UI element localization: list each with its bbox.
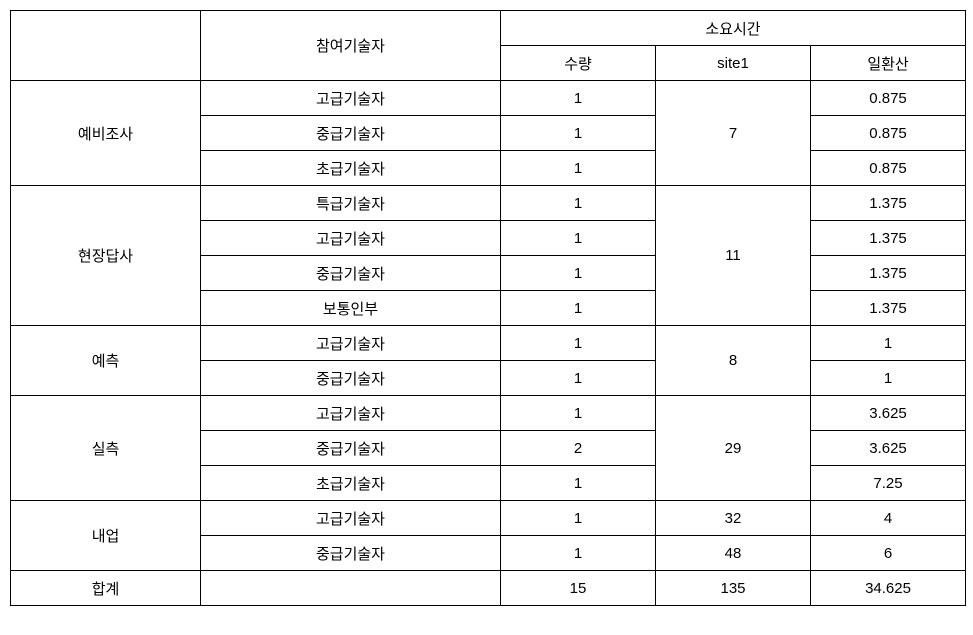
totals-dayconv: 34.625 xyxy=(811,571,966,606)
cell-qty: 1 xyxy=(501,466,656,501)
cell-tech: 중급기술자 xyxy=(201,361,501,396)
cell-dayconv: 3.625 xyxy=(811,431,966,466)
cell-qty: 2 xyxy=(501,431,656,466)
cell-tech: 고급기술자 xyxy=(201,396,501,431)
cell-qty: 1 xyxy=(501,256,656,291)
cell-tech: 초급기술자 xyxy=(201,466,501,501)
cell-tech: 초급기술자 xyxy=(201,151,501,186)
header-participant: 참여기술자 xyxy=(201,11,501,81)
header-site1: site1 xyxy=(656,46,811,81)
cell-qty: 1 xyxy=(501,186,656,221)
worktime-table: 참여기술자 소요시간 수량 site1 일환산 예비조사고급기술자170.875… xyxy=(10,10,966,606)
table-row: 내업고급기술자1324 xyxy=(11,501,966,536)
totals-label: 합계 xyxy=(11,571,201,606)
cell-qty: 1 xyxy=(501,501,656,536)
table-row-totals: 합계 1513534.625 xyxy=(11,571,966,606)
cell-qty: 1 xyxy=(501,326,656,361)
cell-tech: 고급기술자 xyxy=(201,81,501,116)
header-duration-group: 소요시간 xyxy=(501,11,966,46)
group-name: 예비조사 xyxy=(11,81,201,186)
totals-site1: 135 xyxy=(656,571,811,606)
cell-site1: 48 xyxy=(656,536,811,571)
cell-dayconv: 0.875 xyxy=(811,81,966,116)
cell-qty: 1 xyxy=(501,151,656,186)
cell-dayconv: 4 xyxy=(811,501,966,536)
cell-qty: 1 xyxy=(501,116,656,151)
cell-dayconv: 1.375 xyxy=(811,256,966,291)
table-row: 실측고급기술자1293.625 xyxy=(11,396,966,431)
cell-dayconv: 0.875 xyxy=(811,151,966,186)
cell-dayconv: 1.375 xyxy=(811,221,966,256)
cell-tech: 고급기술자 xyxy=(201,326,501,361)
cell-qty: 1 xyxy=(501,361,656,396)
group-name: 현장답사 xyxy=(11,186,201,326)
cell-dayconv: 7.25 xyxy=(811,466,966,501)
totals-blank xyxy=(201,571,501,606)
totals-qty: 15 xyxy=(501,571,656,606)
cell-dayconv: 0.875 xyxy=(811,116,966,151)
header-dayconv: 일환산 xyxy=(811,46,966,81)
cell-dayconv: 6 xyxy=(811,536,966,571)
cell-dayconv: 1 xyxy=(811,326,966,361)
cell-tech: 고급기술자 xyxy=(201,221,501,256)
table-header: 참여기술자 소요시간 수량 site1 일환산 xyxy=(11,11,966,81)
group-name: 예측 xyxy=(11,326,201,396)
cell-site1: 32 xyxy=(656,501,811,536)
group-name: 내업 xyxy=(11,501,201,571)
table-row: 예비조사고급기술자170.875 xyxy=(11,81,966,116)
table-row: 현장답사특급기술자1111.375 xyxy=(11,186,966,221)
cell-site1: 11 xyxy=(656,186,811,326)
cell-qty: 1 xyxy=(501,536,656,571)
cell-tech: 중급기술자 xyxy=(201,536,501,571)
header-blank xyxy=(11,11,201,81)
cell-site1: 29 xyxy=(656,396,811,501)
cell-tech: 보통인부 xyxy=(201,291,501,326)
cell-tech: 중급기술자 xyxy=(201,431,501,466)
group-name: 실측 xyxy=(11,396,201,501)
cell-dayconv: 3.625 xyxy=(811,396,966,431)
cell-tech: 고급기술자 xyxy=(201,501,501,536)
cell-qty: 1 xyxy=(501,291,656,326)
cell-site1: 7 xyxy=(656,81,811,186)
cell-qty: 1 xyxy=(501,396,656,431)
cell-dayconv: 1 xyxy=(811,361,966,396)
cell-tech: 중급기술자 xyxy=(201,256,501,291)
cell-site1: 8 xyxy=(656,326,811,396)
table-body: 예비조사고급기술자170.875중급기술자10.875초급기술자10.875현장… xyxy=(11,81,966,606)
cell-dayconv: 1.375 xyxy=(811,291,966,326)
cell-dayconv: 1.375 xyxy=(811,186,966,221)
cell-tech: 특급기술자 xyxy=(201,186,501,221)
cell-qty: 1 xyxy=(501,81,656,116)
table-row: 예측고급기술자181 xyxy=(11,326,966,361)
header-qty: 수량 xyxy=(501,46,656,81)
cell-qty: 1 xyxy=(501,221,656,256)
cell-tech: 중급기술자 xyxy=(201,116,501,151)
